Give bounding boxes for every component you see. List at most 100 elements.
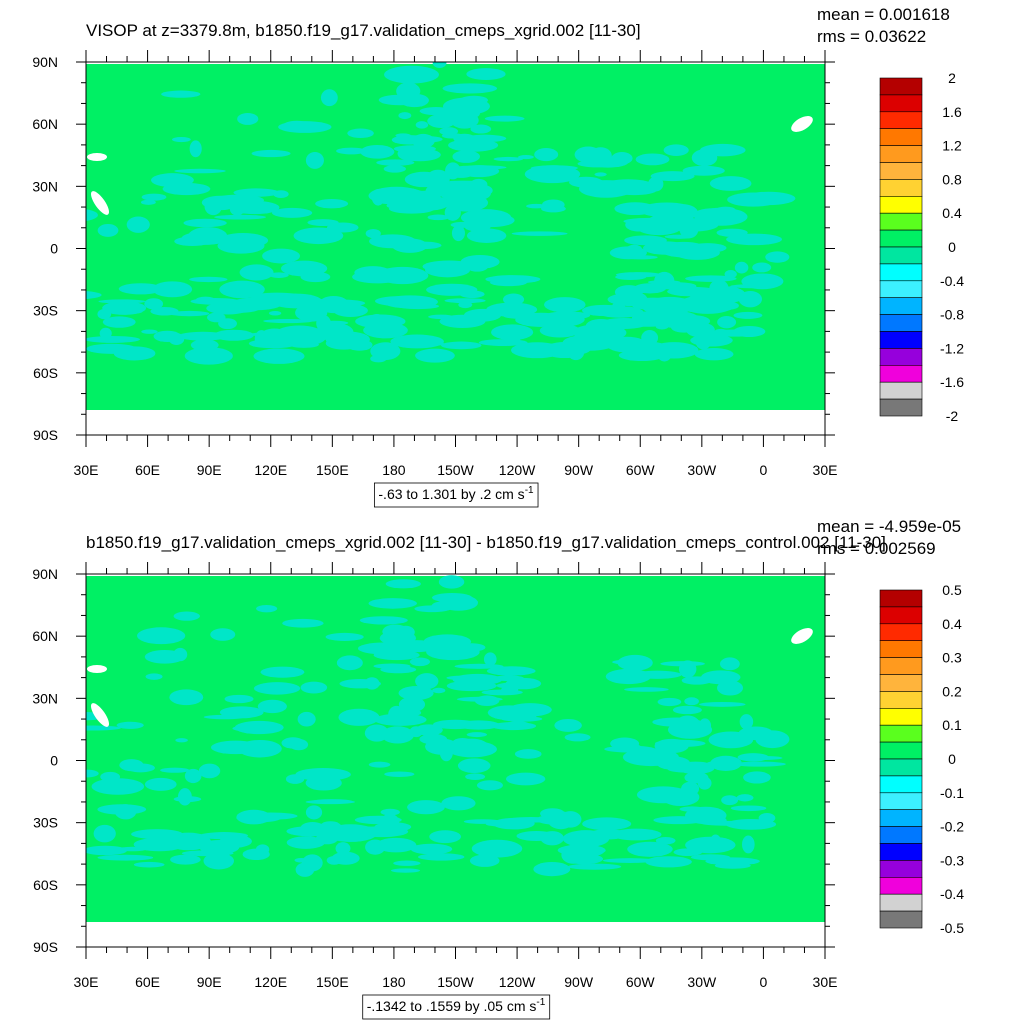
colorbar-box xyxy=(879,297,923,315)
cyan-patch xyxy=(178,331,228,341)
lat-label: 90S xyxy=(33,939,58,955)
colorbar-label: 1.2 xyxy=(942,138,962,154)
cyan-patch xyxy=(102,316,136,328)
colorbar-box xyxy=(879,246,923,265)
info-box xyxy=(373,482,539,508)
info-exponent: -1 xyxy=(536,997,545,1008)
colorbar-label: 0.4 xyxy=(942,616,962,632)
cyan-patch xyxy=(478,339,528,347)
cyan-patch xyxy=(86,291,102,300)
lon-label: 150E xyxy=(316,974,349,990)
lon-label: 30E xyxy=(74,462,99,478)
colorbar-box xyxy=(879,674,923,692)
cyan-patch xyxy=(224,694,254,704)
colorbar-box xyxy=(879,364,923,383)
cyan-patch xyxy=(407,800,445,815)
lat-label: 60S xyxy=(33,877,58,893)
cyan-patch xyxy=(438,575,465,589)
cyan-patch xyxy=(685,275,737,282)
cyan-patch xyxy=(667,765,703,773)
colorbar-label: -1.6 xyxy=(940,374,964,390)
cyan-patch xyxy=(655,323,669,330)
cyan-patch xyxy=(709,176,752,191)
cyan-patch xyxy=(627,841,673,857)
cyan-patch xyxy=(336,147,367,155)
colorbar-box xyxy=(879,640,923,658)
cyan-patch xyxy=(437,181,493,200)
cyan-patch xyxy=(530,165,578,171)
cyan-patch xyxy=(637,220,681,236)
cyan-patch xyxy=(432,62,447,68)
cyan-patch xyxy=(741,835,755,854)
cyan-patch xyxy=(336,655,363,671)
cyan-patch xyxy=(437,266,469,271)
cyan-patch xyxy=(244,812,298,820)
cyan-patch xyxy=(160,767,190,773)
cyan-patch xyxy=(491,324,534,341)
colorbar-box xyxy=(879,94,923,113)
cyan-patch xyxy=(184,768,202,784)
colorbar-box xyxy=(879,128,923,146)
cyan-patch xyxy=(169,689,204,706)
cyan-patch xyxy=(271,207,313,218)
cyan-patch xyxy=(414,724,443,736)
colorbar-box xyxy=(879,398,923,417)
cyan-patch xyxy=(320,89,338,107)
cyan-patch xyxy=(661,788,700,807)
cyan-patch xyxy=(444,204,461,221)
cyan-patch xyxy=(734,261,749,274)
colorbar-label: 0.8 xyxy=(942,171,962,187)
colorbar-box xyxy=(879,606,923,625)
cyan-patch xyxy=(562,334,617,351)
cyan-patch xyxy=(439,743,453,762)
cyan-patch xyxy=(335,842,351,855)
cyan-patch xyxy=(449,170,474,178)
lat-label: 30N xyxy=(32,178,58,194)
cyan-patch xyxy=(253,348,305,364)
cyan-patch xyxy=(153,330,181,342)
cyan-patch xyxy=(325,632,364,641)
cyan-patch xyxy=(368,598,417,609)
colorbar-box xyxy=(879,381,923,400)
cyan-patch xyxy=(471,839,523,858)
colorbar-label: -1.2 xyxy=(940,340,964,356)
colorbar-box xyxy=(879,196,923,214)
cyan-patch xyxy=(733,311,763,319)
cyan-patch xyxy=(439,314,486,328)
cyan-patch xyxy=(183,218,227,228)
cyan-patch xyxy=(203,714,246,720)
cyan-patch xyxy=(218,318,237,330)
cyan-patch xyxy=(14,186,30,199)
cyan-patch xyxy=(578,846,605,857)
cyan-patch xyxy=(86,209,98,221)
cyan-patch xyxy=(391,135,430,145)
lon-label: 60E xyxy=(135,462,160,478)
cyan-patch xyxy=(396,195,451,212)
cyan-patch xyxy=(214,214,267,220)
land-gap xyxy=(90,703,110,727)
cyan-patch xyxy=(466,68,506,80)
lon-label: 120W xyxy=(499,462,536,478)
cyan-patch xyxy=(380,666,417,674)
cyan-patch xyxy=(263,318,313,324)
cyan-patch xyxy=(617,654,653,671)
colorbar-label: -0.5 xyxy=(940,920,964,936)
info-box xyxy=(362,994,551,1020)
cyan-patch xyxy=(460,255,500,269)
cyan-patch xyxy=(611,828,662,841)
cyan-patch xyxy=(295,862,315,877)
cyan-patch xyxy=(484,115,525,122)
cyan-patch xyxy=(363,322,408,339)
cyan-patch xyxy=(118,283,163,295)
info-text: -.1342 to .1559 by .05 cm s xyxy=(367,998,537,1014)
cyan-patch xyxy=(282,120,311,131)
cyan-patch xyxy=(233,188,280,197)
colorbar-box xyxy=(879,145,923,163)
land-gap xyxy=(87,153,107,161)
cyan-patch xyxy=(716,228,748,237)
cyan-patch xyxy=(331,851,360,865)
colorbar-box xyxy=(879,910,923,929)
cyan-patch xyxy=(516,831,557,841)
cyan-patch xyxy=(476,780,503,791)
cyan-patch xyxy=(171,137,191,143)
